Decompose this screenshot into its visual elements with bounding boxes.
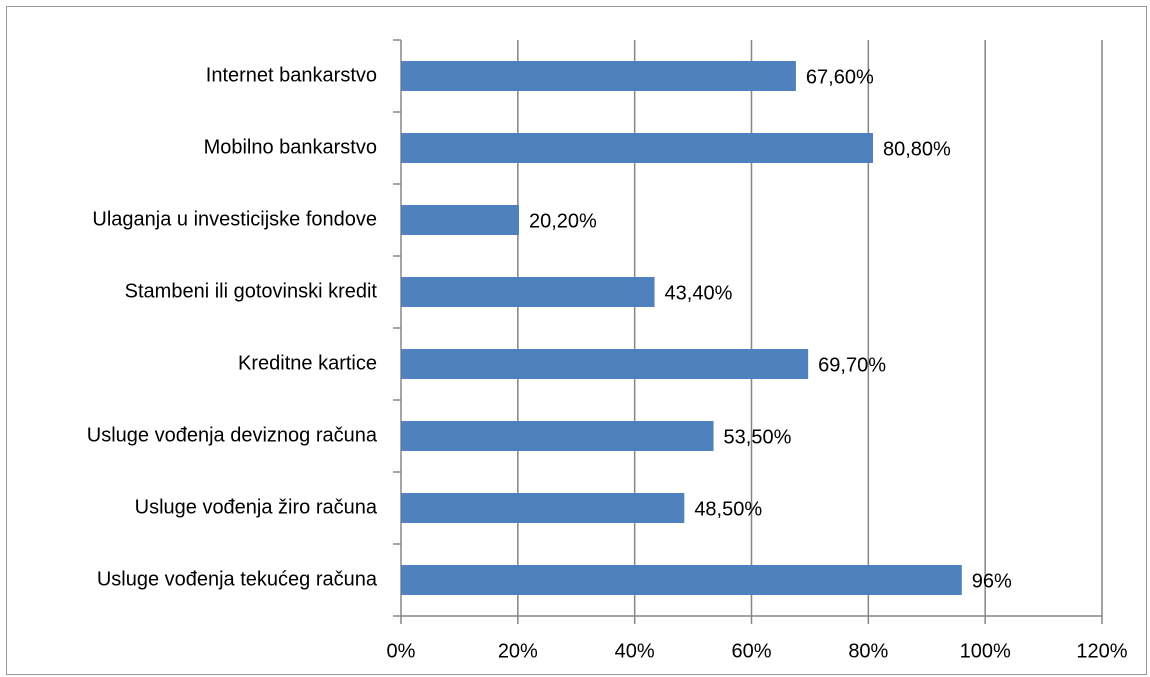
data-label: 96% — [972, 570, 1012, 592]
bar — [401, 277, 655, 307]
data-label: 48,50% — [694, 498, 762, 520]
x-tick-label: 40% — [615, 640, 655, 662]
data-label: 67,60% — [806, 66, 874, 88]
x-tick-label: 80% — [848, 640, 888, 662]
data-label: 53,50% — [724, 426, 792, 448]
bar — [401, 205, 520, 235]
y-tick-label: Kreditne kartice — [238, 352, 377, 374]
y-tick-label: Stambeni ili gotovinski kredit — [125, 280, 378, 302]
data-label: 69,70% — [818, 354, 886, 376]
data-label: 20,20% — [529, 210, 597, 232]
y-tick-label: Ulaganja u investicijske fondove — [92, 208, 377, 230]
chart-frame — [6, 6, 1147, 675]
y-tick-label: Usluge vođenja deviznog računa — [87, 424, 378, 446]
bar — [401, 565, 962, 595]
bar — [401, 61, 796, 91]
y-tick-label: Internet bankarstvo — [206, 64, 377, 86]
x-tick-label: 60% — [731, 640, 771, 662]
y-tick-label: Mobilno bankarstvo — [204, 136, 377, 158]
x-tick-label: 100% — [960, 640, 1011, 662]
bar — [401, 133, 874, 163]
x-tick-label: 20% — [498, 640, 538, 662]
y-tick-label: Usluge vođenja tekućeg računa — [97, 568, 378, 590]
x-tick-label: 0% — [387, 640, 416, 662]
bar — [401, 421, 714, 451]
y-tick-label: Usluge vođenja žiro računa — [135, 496, 378, 518]
bar — [401, 349, 809, 379]
x-tick-label: 120% — [1076, 640, 1127, 662]
data-label: 43,40% — [665, 282, 733, 304]
data-label: 80,80% — [883, 138, 951, 160]
bar — [401, 493, 685, 523]
